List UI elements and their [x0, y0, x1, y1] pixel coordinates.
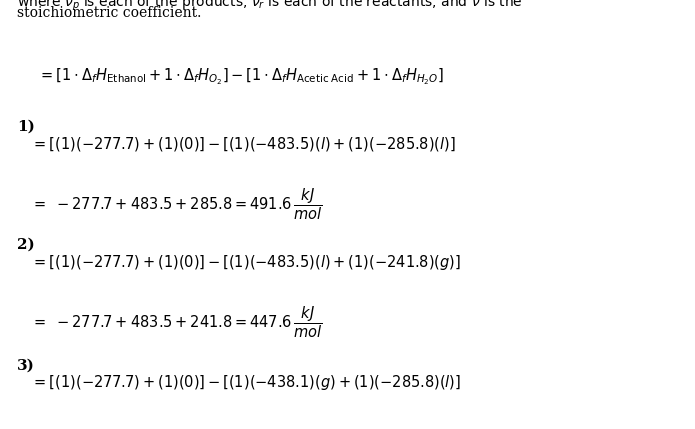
Text: where $\nu_p$ is each of the products, $\nu_r$ is each of the reactants, and $\n: where $\nu_p$ is each of the products, $… — [17, 0, 523, 13]
Text: $= \ -277.7 + 483.5 + 285.8 = 491.6\,\dfrac{kJ}{mol}$: $= \ -277.7 + 483.5 + 285.8 = 491.6\,\df… — [31, 187, 323, 222]
Text: $= [(1)(-277.7) + (1)(0)] - [(1)(-438.1)(g) + (1)(-285.8)(l)]$: $= [(1)(-277.7) + (1)(0)] - [(1)(-438.1)… — [31, 373, 461, 392]
Text: $= \left[1 \cdot \Delta_f H_{\mathrm{Ethanol}} + 1 \cdot \Delta_f H_{O_2}\right]: $= \left[1 \cdot \Delta_f H_{\mathrm{Eth… — [38, 66, 444, 87]
Text: 2): 2) — [17, 238, 35, 252]
Text: $= [(1)(-277.7) + (1)(0)] - [(1)(-483.5)(l) + (1)(-241.8)(g)]$: $= [(1)(-277.7) + (1)(0)] - [(1)(-483.5)… — [31, 253, 461, 272]
Text: 1): 1) — [17, 120, 35, 134]
Text: $= \ -277.7 + 483.5 + 241.8 = 447.6\,\dfrac{kJ}{mol}$: $= \ -277.7 + 483.5 + 241.8 = 447.6\,\df… — [31, 305, 323, 340]
Text: $= [(1)(-277.7) + (1)(0)] - [(1)(-483.5)(l) + (1)(-285.8)(l)]$: $= [(1)(-277.7) + (1)(0)] - [(1)(-483.5)… — [31, 135, 456, 153]
Text: 3): 3) — [17, 358, 35, 372]
Text: stoichiometric coefficient.: stoichiometric coefficient. — [17, 6, 202, 21]
